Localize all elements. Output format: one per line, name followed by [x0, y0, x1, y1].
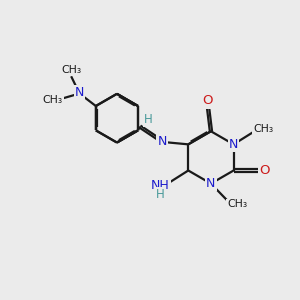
Text: CH₃: CH₃ — [61, 65, 81, 75]
Text: CH₃: CH₃ — [227, 200, 247, 209]
Text: N: N — [158, 135, 167, 148]
Text: N: N — [75, 86, 84, 99]
Text: O: O — [203, 94, 213, 107]
Text: O: O — [259, 164, 270, 177]
Text: N: N — [206, 177, 216, 190]
Text: CH₃: CH₃ — [253, 124, 273, 134]
Text: CH₃: CH₃ — [43, 95, 63, 105]
Text: N: N — [229, 138, 238, 151]
Text: NH: NH — [151, 179, 170, 192]
Text: H: H — [144, 113, 152, 127]
Text: H: H — [156, 188, 165, 201]
